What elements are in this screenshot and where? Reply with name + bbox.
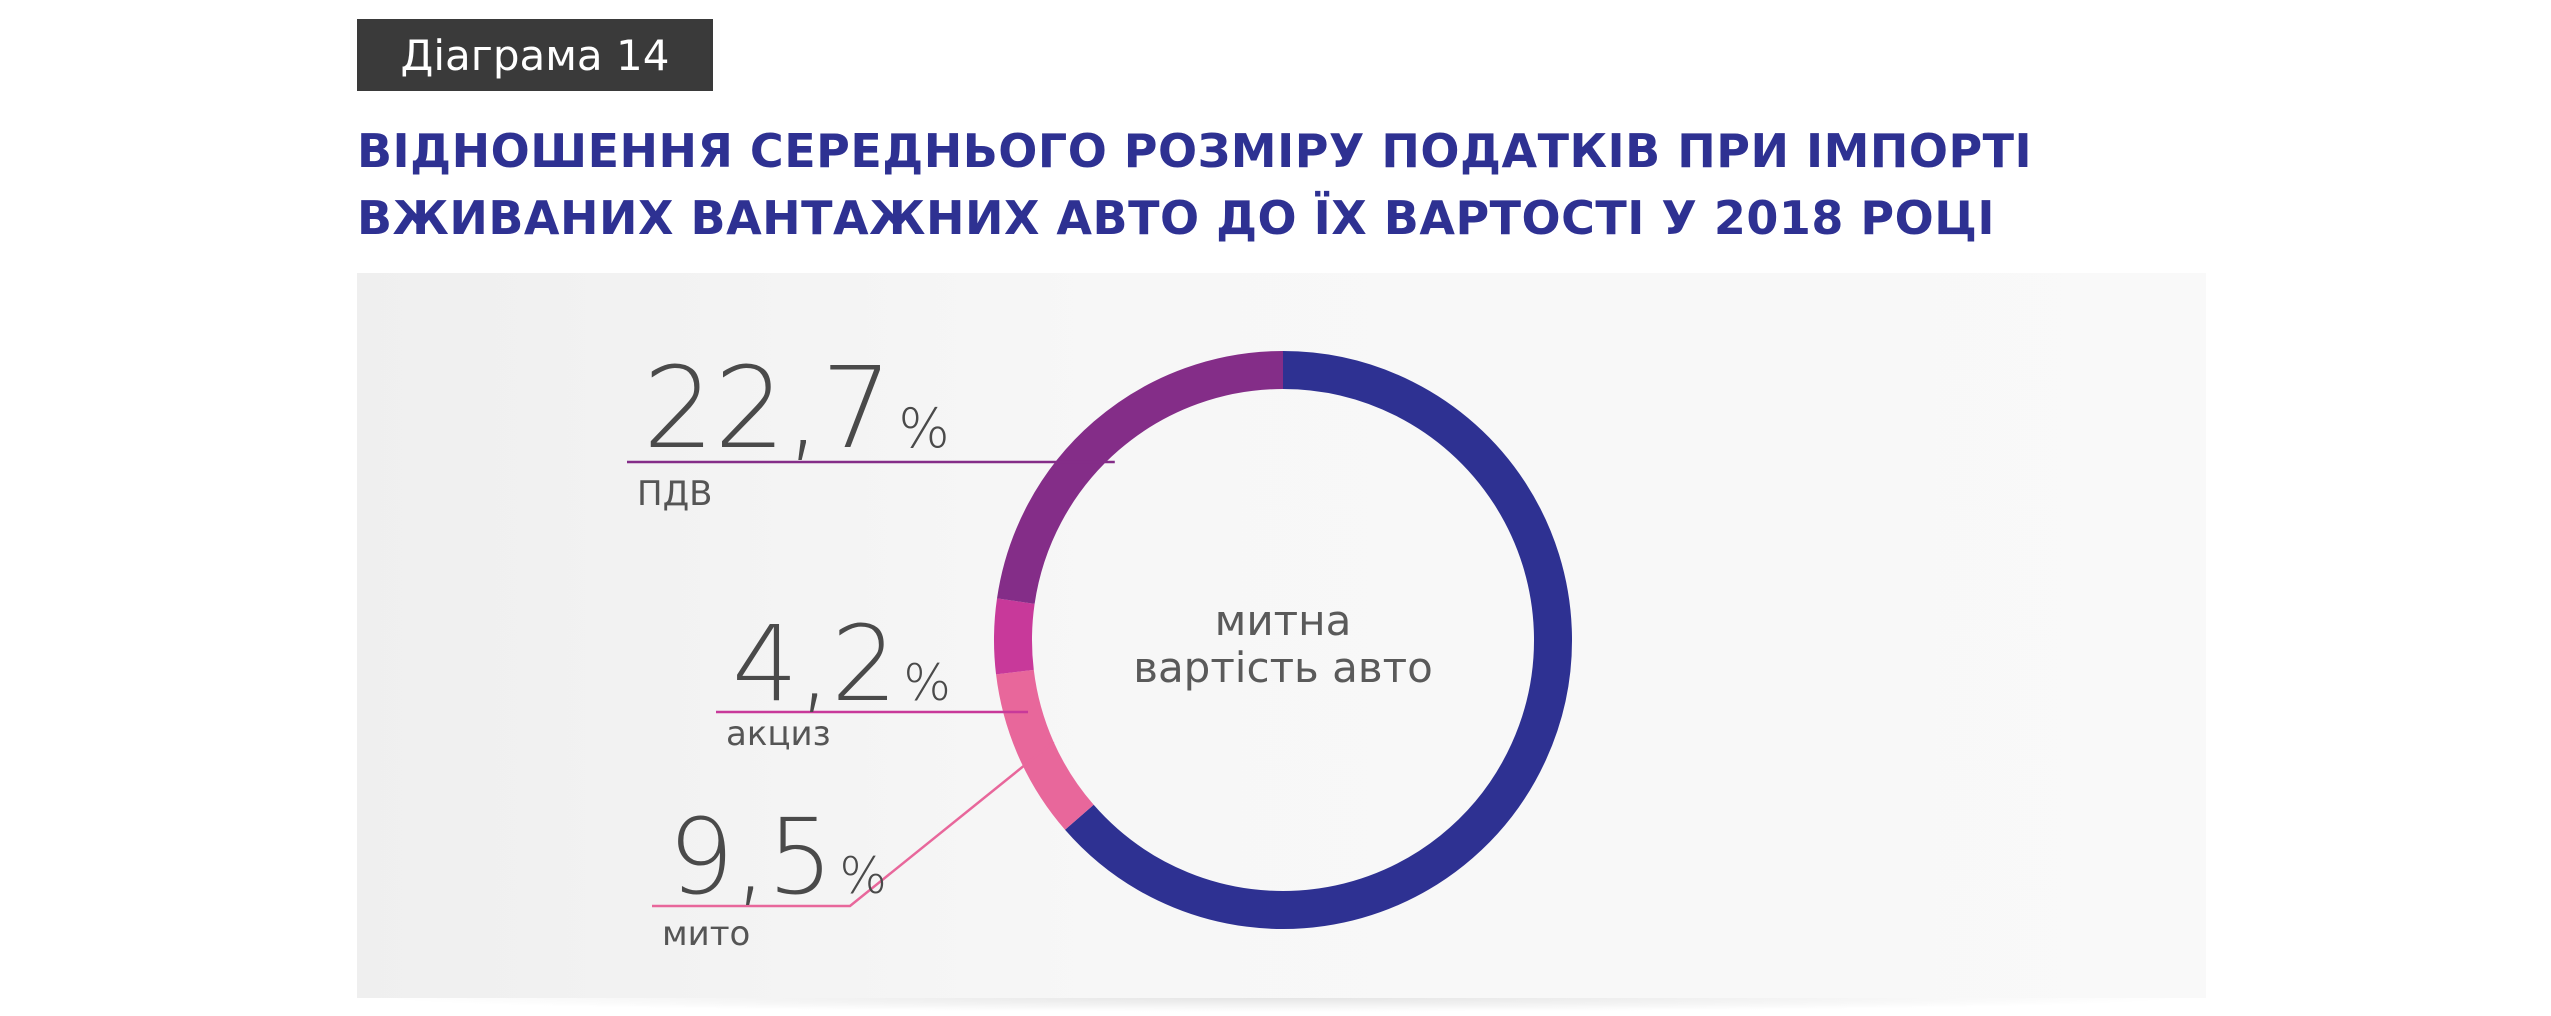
- leader-lines: [627, 460, 1115, 908]
- center-label-line-1: митна: [1215, 596, 1352, 645]
- leader-line-2: [652, 740, 1055, 908]
- slice-2: [996, 669, 1094, 830]
- slice-label-0: ПДВ: [637, 474, 712, 514]
- chart-title-line-2: ВЖИВАНИХ ВАНТАЖНИХ АВТО ДО ЇХ ВАРТОСТІ У…: [357, 191, 1996, 245]
- slice-label-1: акциз: [726, 714, 831, 754]
- slice-value-unit-1: %: [903, 654, 951, 712]
- slice-remainder: [1065, 351, 1572, 929]
- slice-value-1: 4,2%: [732, 603, 951, 725]
- slice-value-unit-2: %: [839, 847, 887, 905]
- slice-value-0: 22,7%: [643, 344, 950, 474]
- donut-ring: [994, 351, 1572, 929]
- diagram-number-badge: Діаграма 14: [357, 19, 713, 91]
- chart-title-line-1: ВІДНОШЕННЯ СЕРЕДНЬОГО РОЗМІРУ ПОДАТКІВ П…: [357, 124, 2033, 178]
- chart-panel-shadow: [370, 998, 2193, 1012]
- slice-1: [994, 598, 1035, 675]
- slice-value-number-0: 22,7: [643, 344, 892, 474]
- slice-label-2: мито: [662, 914, 750, 954]
- slice-value-number-2: 9,5: [668, 796, 833, 918]
- chart-panel: [357, 273, 2206, 998]
- slice-0: [997, 351, 1284, 604]
- slice-value-number-1: 4,2: [732, 603, 897, 725]
- slice-value-2: 9,5%: [668, 796, 887, 918]
- center-label-line-2: вартість авто: [1133, 643, 1433, 692]
- chart-title: ВІДНОШЕННЯ СЕРЕДНЬОГО РОЗМІРУ ПОДАТКІВ П…: [357, 118, 2257, 252]
- slice-value-unit-0: %: [898, 397, 949, 460]
